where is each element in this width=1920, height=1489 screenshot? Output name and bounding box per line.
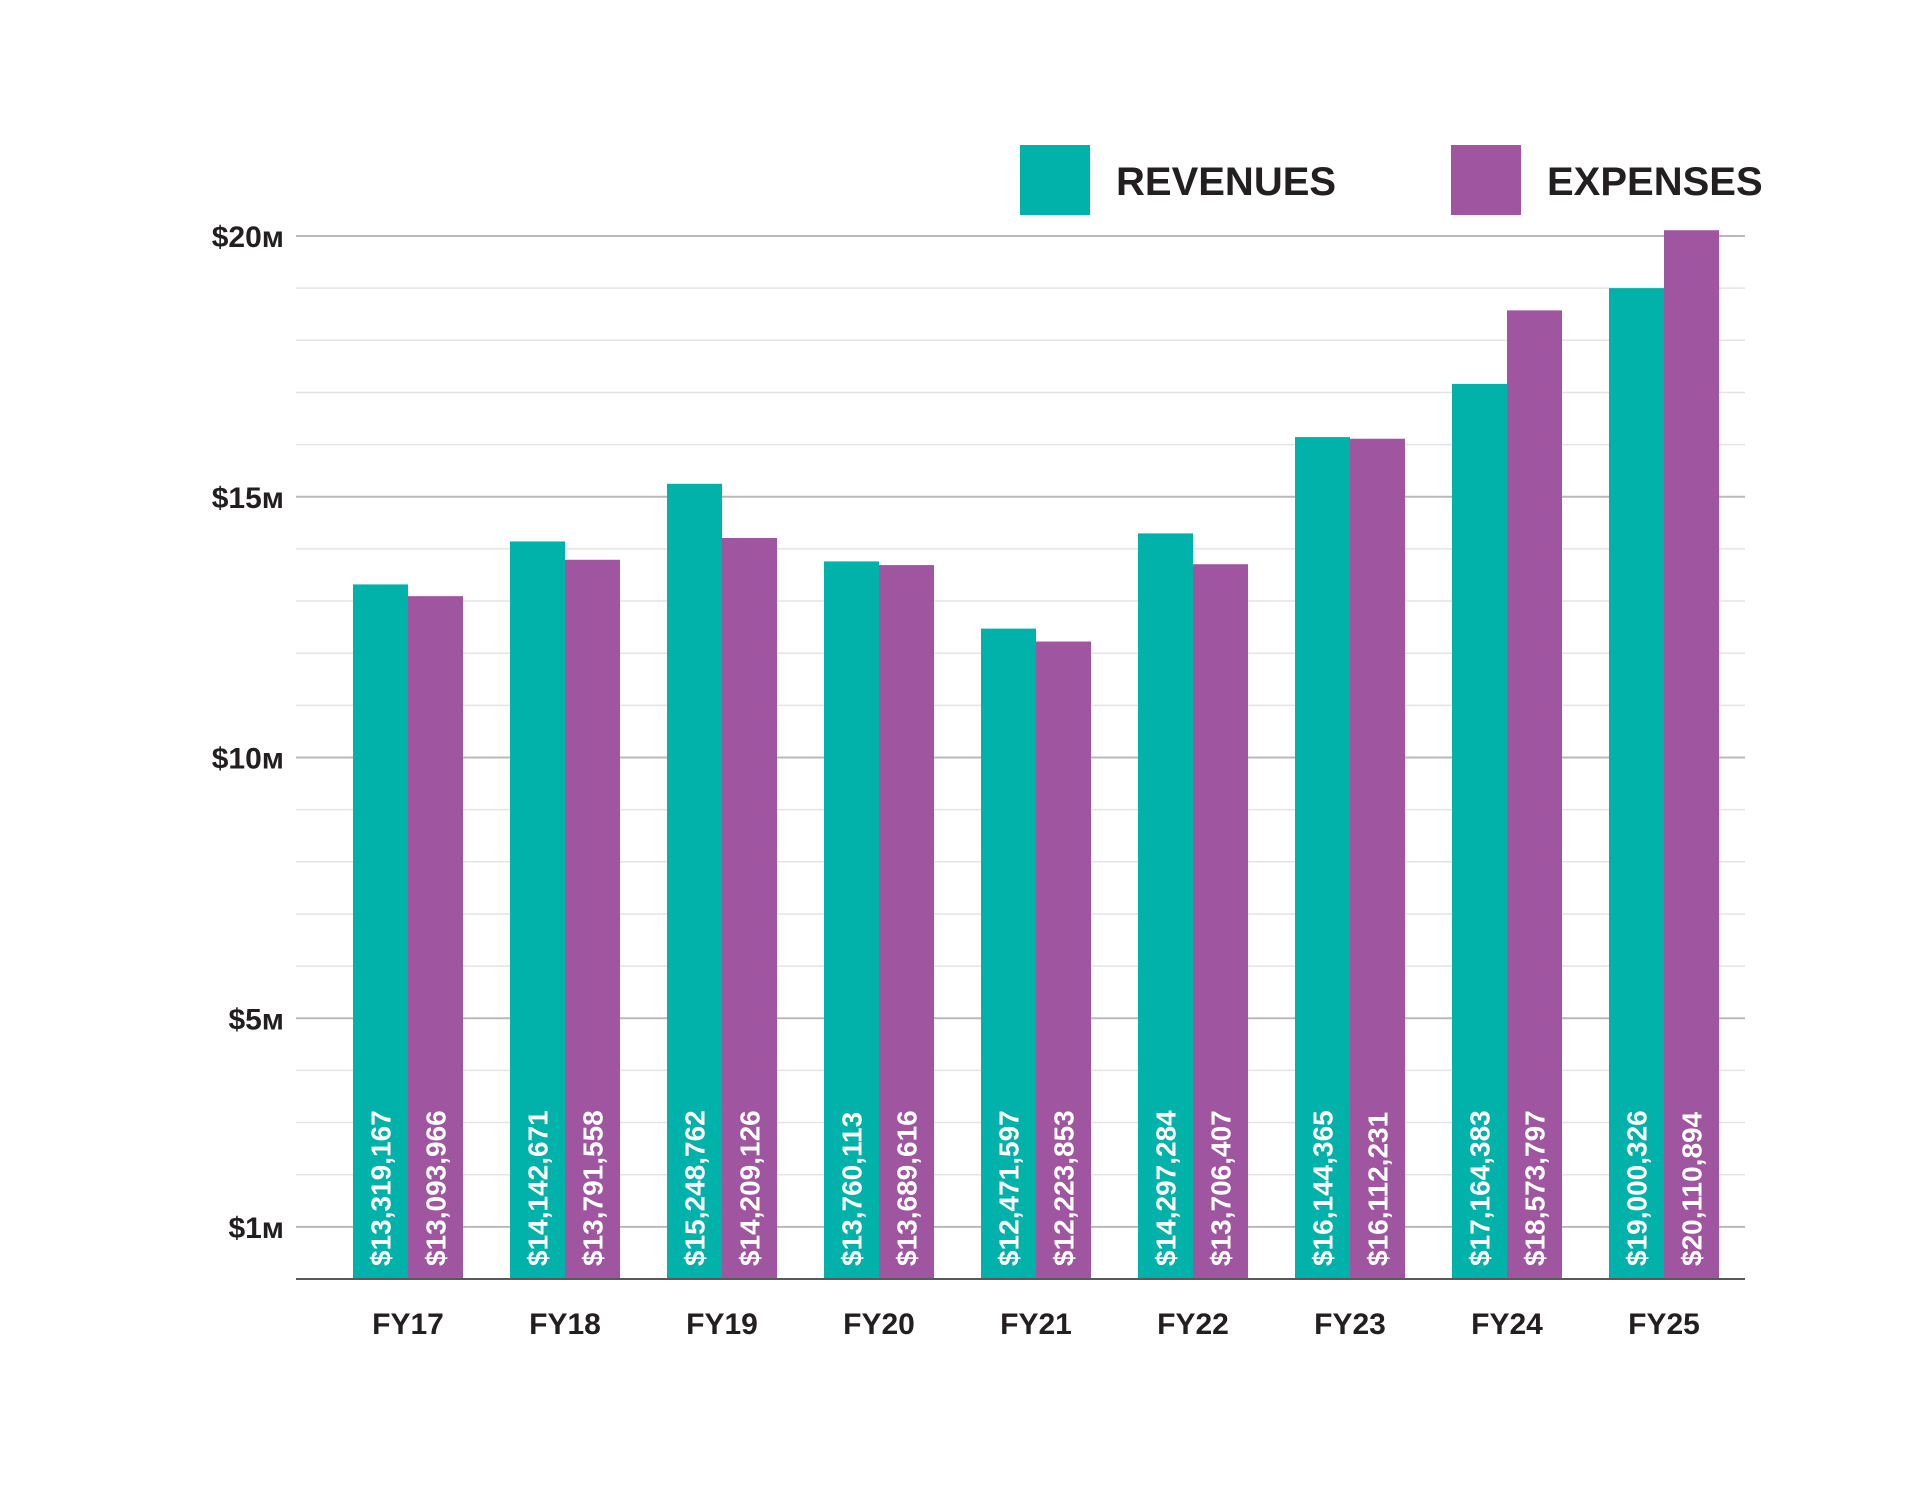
x-tick-label: FY23 [1314, 1308, 1386, 1341]
bar-value-label: $13,093,966 [421, 1110, 452, 1266]
bar-value-label: $13,760,113 [837, 1112, 868, 1266]
legend-label-revenues: REVENUES [1116, 160, 1336, 204]
x-axis-ticks: FY17 FY18 FY19 FY20 FY21 FY22 FY23 FY24 FY25 [372, 1308, 1700, 1341]
expense-bar [1664, 230, 1719, 1279]
revenue-bar [1609, 288, 1664, 1279]
y-tick-label: $1м [228, 1212, 284, 1245]
bar-value-label: $14,297,284 [1151, 1110, 1182, 1266]
x-tick-label: FY25 [1628, 1308, 1700, 1341]
expense-bar [722, 537, 777, 1279]
bar-value-label: $14,142,671 [523, 1110, 554, 1266]
bar-value-label: $17,164,383 [1465, 1110, 1496, 1266]
revenue-bar [510, 541, 565, 1279]
expense-bar [1036, 641, 1091, 1279]
x-tick-label: FY19 [686, 1308, 758, 1341]
x-tick-label: FY18 [529, 1308, 601, 1341]
bar-value-label: $14,209,126 [735, 1110, 766, 1266]
bar-value-label: $15,248,762 [680, 1110, 711, 1266]
x-tick-label: FY22 [1157, 1308, 1229, 1341]
expense-bar [1507, 310, 1562, 1280]
legend-swatch-revenues [1020, 145, 1090, 215]
legend-label-expenses: EXPENSES [1547, 160, 1763, 204]
bar-value-label: $13,319,167 [366, 1110, 397, 1266]
bar-value-label: $12,223,853 [1049, 1110, 1080, 1266]
expense-bar [879, 565, 934, 1279]
revenue-bar [981, 628, 1036, 1279]
revenue-bar [824, 561, 879, 1279]
legend: REVENUES EXPENSES [1020, 145, 1763, 215]
expense-bar [1193, 564, 1248, 1279]
bar-value-labels: $13,319,167 $13,093,966 $14,142,671 $13,791… [366, 1110, 1708, 1266]
bar-value-label: $13,706,407 [1206, 1110, 1237, 1266]
x-tick-label: FY21 [1000, 1308, 1072, 1341]
expense-bar [408, 596, 463, 1279]
expense-bar [1350, 438, 1405, 1279]
revenue-bar [353, 584, 408, 1279]
y-tick-label: $5м [228, 1003, 284, 1036]
expense-bar [565, 559, 620, 1279]
bar-value-label: $20,110,894 [1677, 1111, 1708, 1266]
bar-value-label: $13,689,616 [892, 1110, 923, 1266]
y-tick-label: $10м [212, 743, 284, 776]
revenue-bar [1295, 437, 1350, 1279]
bar-value-label: $12,471,597 [994, 1110, 1025, 1266]
bar-value-label: $16,144,365 [1308, 1110, 1339, 1266]
bars [353, 230, 1719, 1280]
y-axis-ticks: $1м $5м $10м $15м $20м [212, 221, 284, 1245]
bar-value-label: $16,112,231 [1363, 1112, 1394, 1266]
x-tick-label: FY17 [372, 1308, 444, 1341]
x-tick-label: FY20 [843, 1308, 915, 1341]
y-tick-label: $15м [212, 482, 284, 515]
y-tick-label: $20м [212, 221, 284, 254]
revenue-bar [1138, 533, 1193, 1279]
legend-swatch-expenses [1451, 145, 1521, 215]
x-tick-label: FY24 [1471, 1308, 1543, 1341]
bar-value-label: $19,000,326 [1622, 1110, 1653, 1266]
revenue-bar [1452, 383, 1507, 1279]
revenue-bar [667, 483, 722, 1279]
bar-value-label: $18,573,797 [1520, 1110, 1551, 1266]
bar-value-label: $13,791,558 [578, 1110, 609, 1266]
